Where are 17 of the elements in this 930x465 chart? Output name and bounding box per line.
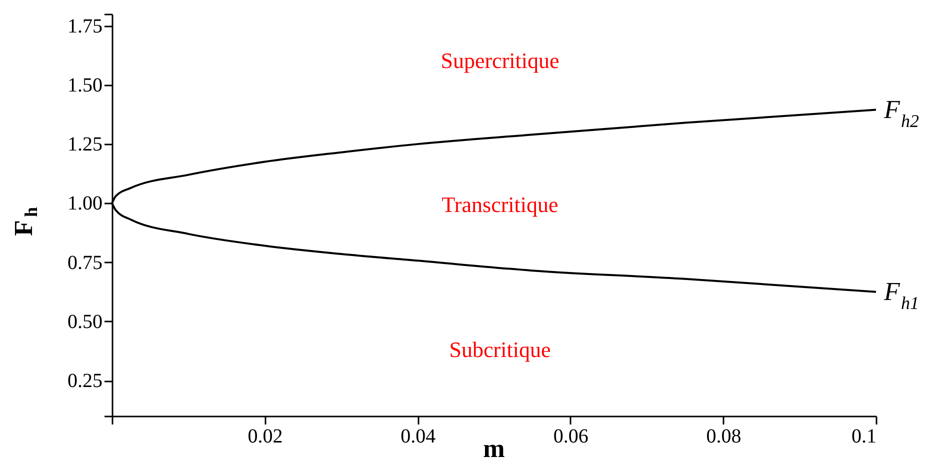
x-tick-label: 0.02 bbox=[248, 426, 283, 448]
x-tick-label: 0.06 bbox=[553, 426, 588, 448]
y-tick-label: 1.25 bbox=[68, 134, 102, 156]
x-tick-label: 0.04 bbox=[400, 426, 436, 448]
x-tick-label: 0.08 bbox=[706, 426, 742, 448]
y-axis-title: Fh bbox=[9, 206, 41, 236]
y-tick-label: 1.00 bbox=[68, 192, 102, 215]
x-axis-title: m bbox=[483, 434, 506, 463]
annotation: Transcritique bbox=[442, 192, 558, 217]
y-tick-label: 1.50 bbox=[68, 74, 102, 96]
y-tick-label: 0.75 bbox=[68, 252, 102, 274]
y-tick-label: 0.25 bbox=[68, 370, 102, 392]
y-tick-label: 0.50 bbox=[68, 310, 102, 333]
annotation: Subcritique bbox=[449, 337, 551, 362]
x-tick-label: 0.1 bbox=[852, 426, 876, 448]
y-tick-label: 1.75 bbox=[68, 15, 102, 38]
annotation: Supercritique bbox=[440, 48, 560, 73]
